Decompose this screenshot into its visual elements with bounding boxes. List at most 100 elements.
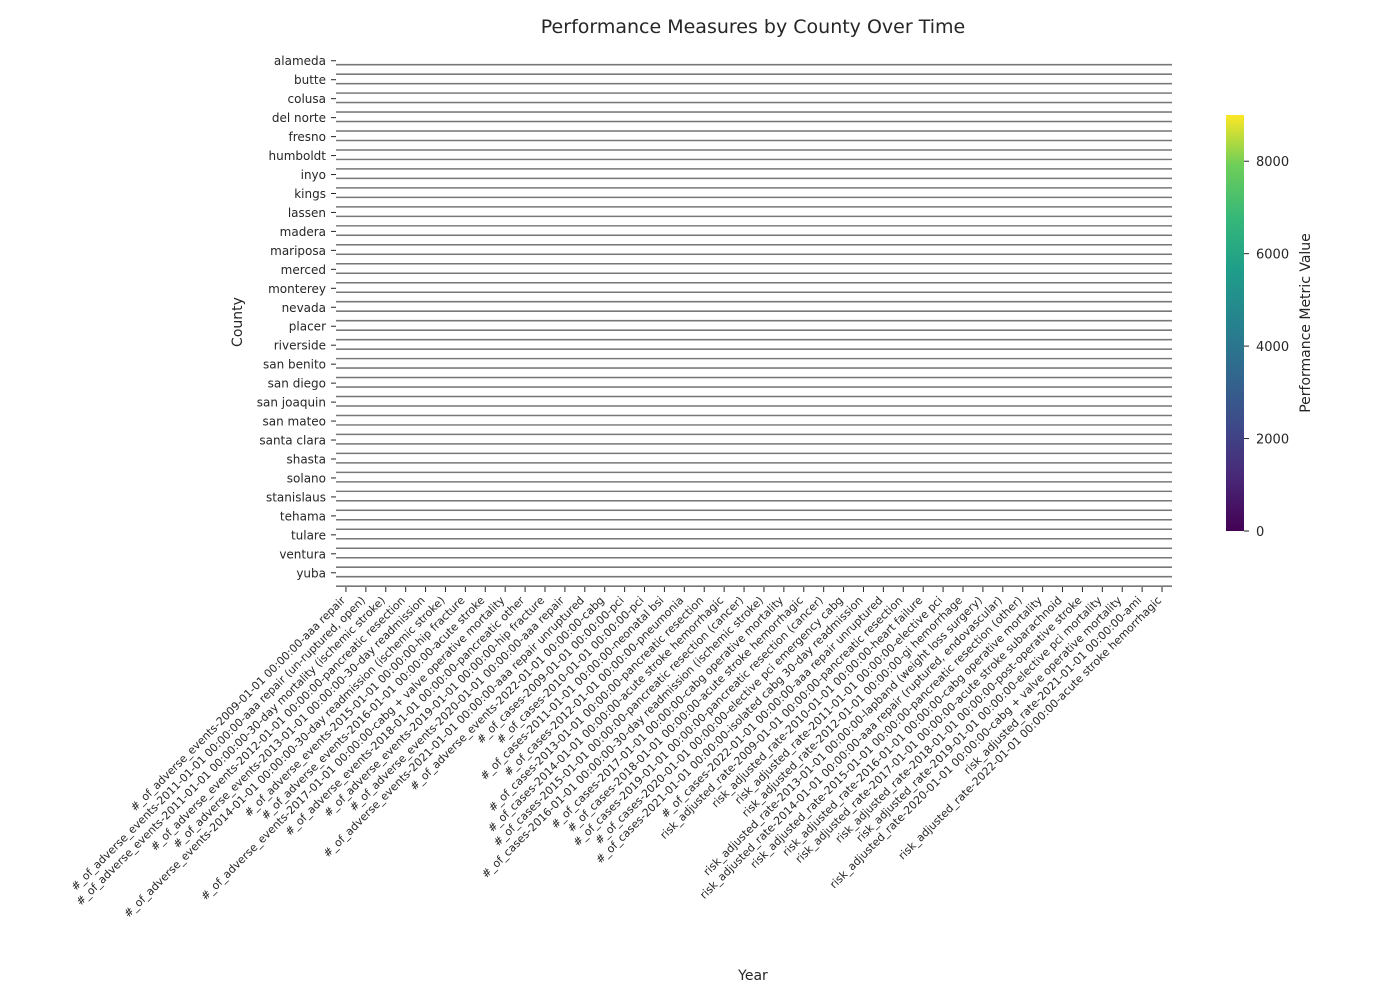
heatmap-row: [336, 217, 1172, 227]
y-tick-label: ventura: [279, 547, 326, 561]
y-tick-label: alameda: [274, 54, 326, 68]
y-tick-label: nevada: [282, 301, 326, 315]
heatmap-row: [336, 378, 1172, 388]
heatmap-row: [336, 255, 1172, 265]
y-tick-label: butte: [294, 73, 326, 87]
y-tick-label: humboldt: [268, 149, 326, 163]
y-tick-label: solano: [287, 471, 326, 485]
heatmap-row: [336, 84, 1172, 94]
colorbar-ticks: 0 2000 4000 6000 8000: [1244, 155, 1289, 540]
heatmap-row: [336, 56, 1172, 66]
heatmap-row: [336, 482, 1172, 493]
heatmap-row: [336, 283, 1172, 294]
heatmap-row: [336, 264, 1172, 275]
heatmap-row: [336, 568, 1172, 578]
heatmap-row: [336, 160, 1172, 170]
heatmap-row: [336, 65, 1172, 75]
heatmap-row: [336, 245, 1172, 256]
heatmap-row: [336, 169, 1172, 180]
heatmap-row: [336, 312, 1172, 322]
y-tick-label: san diego: [268, 377, 326, 391]
heatmap-row: [336, 501, 1172, 512]
heatmap-row: [336, 387, 1172, 398]
y-tick-label: mariposa: [270, 244, 326, 258]
heatmap-row: [336, 492, 1172, 502]
heatmap-row: [336, 226, 1172, 237]
y-tick-label: placer: [289, 320, 326, 334]
heatmap-row: [336, 549, 1172, 559]
colorbar-tick-label: 6000: [1256, 248, 1289, 263]
heatmap-row: [336, 198, 1172, 208]
heatmap-row: [336, 463, 1172, 474]
y-tick-label: merced: [281, 263, 326, 277]
colorbar-tick-label: 4000: [1256, 340, 1289, 355]
y-axis-label: County: [230, 297, 246, 347]
y-tick-labels: alameda butte colusa del norte fresno humbold…: [257, 54, 336, 580]
heatmap-row: [336, 406, 1172, 417]
heatmap-row: [336, 473, 1172, 483]
heatmap-row: [336, 349, 1172, 360]
y-tick-label: kings: [294, 187, 326, 201]
y-tick-label: santa clara: [259, 434, 326, 448]
heatmap-row: [336, 558, 1172, 569]
heatmap-row: [336, 141, 1172, 151]
y-tick-label: san mateo: [263, 415, 327, 429]
heatmap-row: [336, 539, 1172, 550]
y-tick-label: lassen: [288, 206, 326, 220]
heatmap-row: [336, 150, 1172, 161]
colorbar-tick-label: 2000: [1256, 433, 1289, 448]
y-tick-label: yuba: [296, 566, 326, 580]
x-tick-labels: #_of_adverse_events-2009-01-01 00:00:00-…: [69, 587, 1164, 920]
colorbar-tick-label: 0: [1256, 525, 1264, 540]
heatmap-row: [336, 274, 1172, 284]
heatmap-row: [336, 520, 1172, 531]
heatmap-row: [336, 236, 1172, 246]
y-tick-label: riverside: [274, 339, 326, 353]
chart-title: Performance Measures by County Over Time: [541, 16, 965, 38]
heatmap-row: [336, 321, 1172, 331]
heatmap-row: [336, 425, 1172, 436]
y-tick-label: monterey: [268, 282, 326, 296]
y-tick-label: colusa: [288, 92, 326, 106]
heatmap-row: [336, 340, 1172, 350]
heatmap-row: [336, 577, 1172, 587]
y-tick-label: tulare: [291, 528, 326, 542]
heatmap-row: [336, 93, 1172, 104]
y-tick-label: shasta: [286, 452, 326, 466]
y-tick-label: tehama: [280, 509, 326, 523]
heatmap-row: [336, 103, 1172, 113]
heatmap-row: [336, 112, 1172, 123]
y-tick-label: inyo: [301, 168, 326, 182]
heatmap-row: [336, 368, 1172, 379]
heatmap-row: [336, 179, 1172, 189]
y-tick-label: del norte: [272, 111, 326, 125]
colorbar-gradient: [1226, 115, 1244, 531]
y-tick-label: madera: [280, 225, 326, 239]
x-axis-label: Year: [737, 968, 768, 984]
heatmap-row: [336, 122, 1172, 132]
y-tick-label: san joaquin: [257, 396, 326, 410]
heatmap-row: [336, 302, 1172, 313]
heatmap-row: [336, 207, 1172, 218]
heatmap-row: [336, 188, 1172, 199]
heatmap-row: [336, 511, 1172, 521]
heatmap-row: [336, 293, 1172, 303]
colorbar: 0 2000 4000 6000 8000 Performance Metric Val…: [1226, 115, 1314, 540]
heatmap-plot-area: [336, 56, 1172, 588]
heatmap-row: [336, 131, 1172, 142]
colorbar-tick-label: 8000: [1256, 155, 1289, 170]
heatmap-row: [336, 74, 1172, 85]
heatmap-row: [336, 444, 1172, 455]
colorbar-label: Performance Metric Value: [1298, 233, 1314, 413]
heatmap-row: [336, 530, 1172, 540]
heatmap-row: [336, 454, 1172, 464]
heatmap-row: [336, 435, 1172, 445]
heatmap-row: [336, 416, 1172, 426]
heatmap-row: [336, 397, 1172, 407]
y-tick-label: stanislaus: [266, 490, 326, 504]
y-tick-label: san benito: [263, 358, 326, 372]
heatmap-row: [336, 330, 1172, 341]
heatmap-row: [336, 359, 1172, 369]
y-tick-label: fresno: [289, 130, 326, 144]
